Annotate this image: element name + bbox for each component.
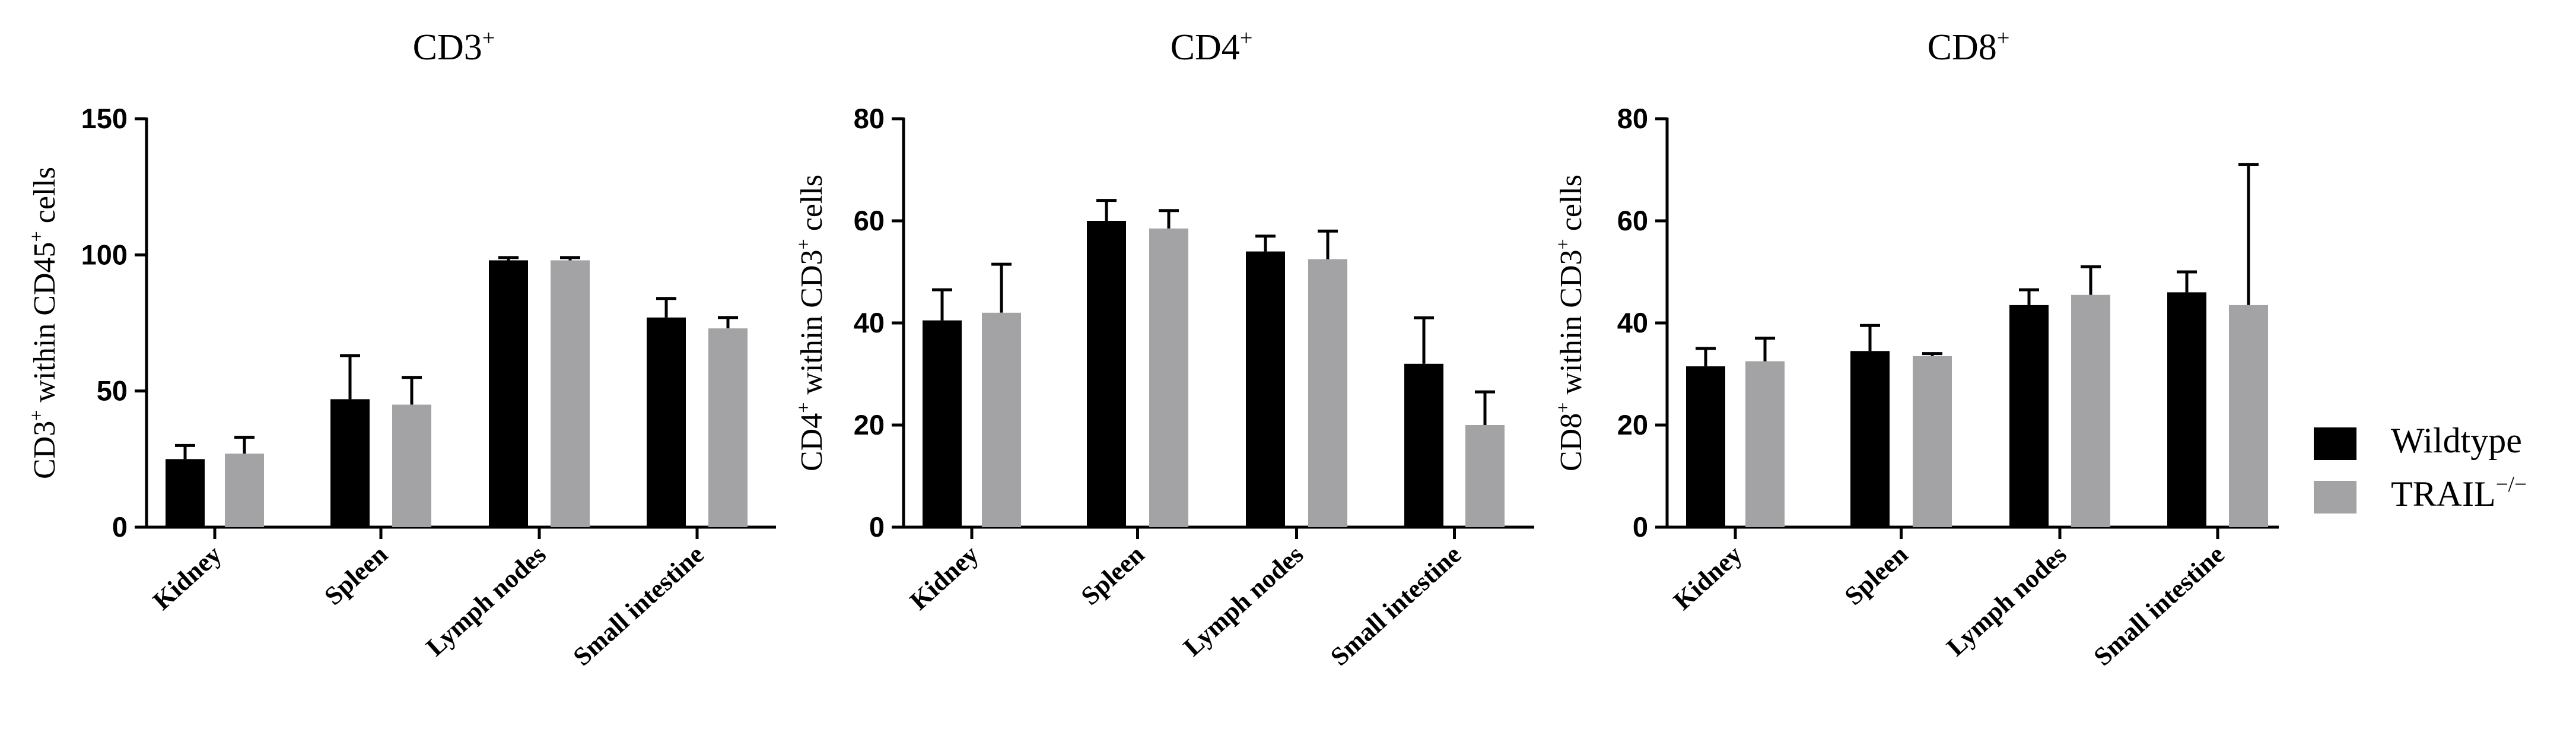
- x-category-label: Spleen: [1839, 540, 1913, 611]
- x-category-label: Lymph nodes: [1941, 540, 2072, 662]
- bar-trail-lymph-nodes: [1308, 259, 1347, 527]
- legend: Wildtype TRAIL−/−: [2314, 421, 2527, 514]
- bar-trail-spleen: [392, 404, 431, 527]
- bar-wildtype-small-intestine: [647, 317, 686, 527]
- y-tick-label: 50: [97, 375, 128, 407]
- x-category-label: Small intestine: [1325, 540, 1467, 671]
- bar-wildtype-spleen: [330, 399, 370, 527]
- bar-trail-small-intestine: [1465, 425, 1505, 527]
- bar-wildtype-small-intestine: [2167, 292, 2206, 527]
- bar-wildtype-lymph-nodes: [1246, 251, 1285, 527]
- y-tick-label: 60: [854, 205, 885, 236]
- bar-trail-small-intestine: [2229, 305, 2268, 527]
- bar-wildtype-kidney: [923, 320, 962, 527]
- bar-trail-kidney: [225, 454, 264, 527]
- x-category-label: Kidney: [904, 540, 984, 616]
- x-category-label: Small intestine: [568, 540, 710, 671]
- y-tick-label: 0: [112, 511, 128, 543]
- y-tick-label: 40: [1617, 307, 1648, 338]
- y-tick-label: 20: [1617, 409, 1648, 440]
- x-category-label: Kidney: [147, 540, 227, 616]
- y-tick-label: 20: [854, 409, 885, 440]
- x-category-label: Small intestine: [2088, 540, 2230, 671]
- bar-wildtype-kidney: [1686, 366, 1725, 527]
- bar-wildtype-kidney: [166, 459, 205, 527]
- chart-panel-3: CD8+ CD8+ within CD3+ cells 0 20 40 60 80 Kidne…: [1552, 26, 2279, 671]
- bar-trail-spleen: [1149, 228, 1188, 527]
- x-category-label: Lymph nodes: [421, 540, 552, 662]
- y-tick-label: 0: [1633, 511, 1648, 543]
- chart-panel-2: CD4+ CD4+ within CD3+ cells 0 20 40 60 80 Kidne…: [793, 26, 1534, 671]
- bar-wildtype-spleen: [1850, 351, 1890, 527]
- bar-wildtype-small-intestine: [1404, 363, 1443, 527]
- chart-title: CD3+: [413, 26, 495, 68]
- bar-trail-kidney: [1745, 361, 1785, 527]
- y-axis-label: CD3+ within CD45+ cells: [26, 167, 62, 479]
- bar-trail-kidney: [982, 312, 1021, 527]
- chart-title: CD8+: [1928, 26, 2010, 68]
- legend-swatch-wildtype: [2314, 427, 2356, 460]
- y-tick-label: 0: [869, 511, 885, 543]
- bar-trail-spleen: [1913, 356, 1952, 527]
- legend-label-trail: TRAIL−/−: [2391, 473, 2527, 514]
- y-tick-label: 80: [1617, 103, 1648, 134]
- legend-swatch-trail: [2314, 481, 2356, 514]
- chart-title: CD4+: [1171, 26, 1253, 68]
- y-tick-label: 40: [854, 307, 885, 338]
- y-axis-label: CD8+ within CD3+ cells: [1552, 175, 1588, 471]
- bar-trail-lymph-nodes: [551, 260, 590, 527]
- y-axis-label: CD4+ within CD3+ cells: [793, 175, 829, 471]
- bar-wildtype-lymph-nodes: [489, 260, 528, 527]
- y-tick-label: 100: [81, 239, 128, 270]
- bar-wildtype-spleen: [1087, 221, 1126, 527]
- x-category-label: Lymph nodes: [1178, 540, 1309, 662]
- y-tick-label: 80: [854, 103, 885, 134]
- bar-trail-lymph-nodes: [2071, 294, 2110, 527]
- bar-trail-small-intestine: [708, 328, 748, 527]
- x-category-label: Spleen: [1076, 540, 1150, 611]
- bar-wildtype-lymph-nodes: [2009, 305, 2049, 527]
- y-tick-label: 150: [81, 103, 128, 134]
- y-tick-label: 60: [1617, 205, 1648, 236]
- x-category-label: Spleen: [319, 540, 393, 611]
- legend-label-wildtype: Wildtype: [2391, 421, 2522, 460]
- chart-panel-1: CD3+ CD3+ within CD45+ cells 0 50 100 150 Kidn…: [26, 26, 776, 671]
- x-category-label: Kidney: [1668, 540, 1748, 616]
